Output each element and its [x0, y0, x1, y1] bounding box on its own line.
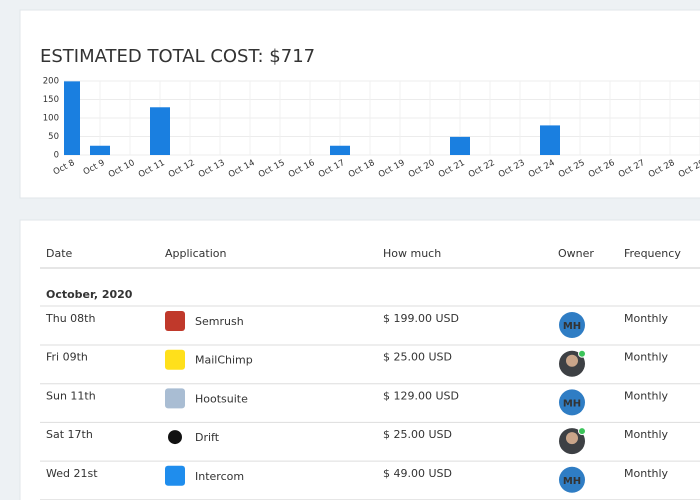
app-name[interactable]: Semrush [195, 315, 244, 328]
owner-photo-face [566, 354, 578, 367]
chart-title: ESTIMATED TOTAL COST: $717 [40, 46, 315, 67]
app-icon-glyph [168, 430, 182, 445]
column-header: How much [383, 247, 441, 260]
column-header: Owner [558, 247, 594, 260]
owner-avatar [559, 312, 585, 338]
plot-area [64, 80, 700, 156]
owner-avatar [559, 389, 585, 416]
amount: $ 25.00 USD [383, 428, 452, 441]
online-dot [578, 427, 586, 436]
y-tick-label: 200 [43, 77, 59, 87]
date: Sat 17th [46, 428, 93, 441]
app-name[interactable]: Intercom [195, 470, 244, 483]
frequency: Monthly [624, 351, 669, 364]
frequency: Monthly [624, 428, 669, 441]
app-icon [165, 465, 185, 486]
owner-initials: MH [563, 321, 581, 332]
chart-card [19, 9, 700, 199]
date: Wed 21st [46, 467, 98, 480]
online-dot [578, 349, 586, 358]
owner-avatar [559, 466, 585, 493]
amount: $ 199.00 USD [383, 312, 459, 325]
column-header: Date [46, 247, 73, 260]
y-tick-label: 0 [54, 151, 59, 161]
date: Thu 08th [45, 312, 95, 325]
owner-photo-face [566, 432, 578, 445]
y-tick-label: 150 [43, 95, 59, 105]
bar [90, 145, 110, 155]
amount: $ 129.00 USD [383, 389, 459, 402]
column-header: Application [165, 247, 226, 260]
bar [450, 136, 470, 155]
app-name[interactable]: MailChimp [195, 354, 253, 367]
y-tick-label: 50 [48, 132, 59, 142]
bar [150, 107, 170, 155]
app-name[interactable]: Drift [195, 431, 220, 444]
table-card [19, 219, 700, 500]
owner-initials: MH [563, 476, 581, 487]
app-icon [165, 388, 185, 409]
owner-initials: MH [563, 398, 581, 409]
frequency: Monthly [624, 467, 669, 480]
app-name[interactable]: Hootsuite [195, 392, 248, 405]
app-icon [165, 349, 185, 370]
frequency: Monthly [624, 389, 669, 402]
amount: $ 49.00 USD [383, 467, 452, 480]
y-tick-label: 100 [43, 114, 59, 124]
amount: $ 25.00 USD [383, 351, 452, 364]
frequency: Monthly [624, 312, 669, 325]
date: Sun 11th [46, 389, 96, 402]
group-label: October, 2020 [46, 288, 133, 301]
date: Fri 09th [46, 351, 88, 364]
bar [540, 125, 560, 155]
bar [330, 145, 350, 155]
column-header: Frequency [624, 247, 681, 260]
bar [64, 81, 80, 155]
app-icon [165, 311, 185, 331]
